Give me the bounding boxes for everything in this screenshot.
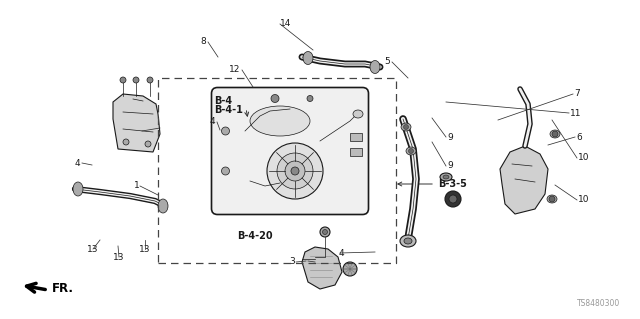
Circle shape xyxy=(221,127,230,135)
Text: 11: 11 xyxy=(570,108,582,117)
Ellipse shape xyxy=(440,173,452,181)
Circle shape xyxy=(552,131,558,137)
Polygon shape xyxy=(302,247,342,289)
Bar xyxy=(349,148,362,156)
Text: 1: 1 xyxy=(134,182,140,190)
Circle shape xyxy=(549,196,555,202)
Circle shape xyxy=(145,141,151,147)
Circle shape xyxy=(147,77,153,83)
Ellipse shape xyxy=(404,238,412,244)
Ellipse shape xyxy=(547,195,557,203)
Text: 10: 10 xyxy=(578,153,589,162)
Ellipse shape xyxy=(353,110,363,118)
Circle shape xyxy=(449,195,457,203)
Polygon shape xyxy=(113,94,160,152)
FancyBboxPatch shape xyxy=(211,87,369,214)
Text: B-4-1: B-4-1 xyxy=(214,105,243,115)
Text: 9: 9 xyxy=(447,132,452,142)
Text: 14: 14 xyxy=(280,19,291,28)
Circle shape xyxy=(403,124,408,130)
Text: 13: 13 xyxy=(140,244,151,254)
Circle shape xyxy=(271,94,279,102)
Text: 12: 12 xyxy=(228,65,240,75)
Text: B-3-5: B-3-5 xyxy=(438,179,467,189)
Circle shape xyxy=(267,143,323,199)
Circle shape xyxy=(221,167,230,175)
Text: 13: 13 xyxy=(87,244,99,254)
Text: 4: 4 xyxy=(209,117,215,127)
Circle shape xyxy=(320,227,330,237)
Ellipse shape xyxy=(400,235,416,247)
Ellipse shape xyxy=(401,123,411,131)
Ellipse shape xyxy=(158,199,168,213)
Text: 10: 10 xyxy=(578,196,589,204)
Text: 4: 4 xyxy=(74,159,80,167)
Ellipse shape xyxy=(550,130,560,138)
Circle shape xyxy=(123,139,129,145)
Circle shape xyxy=(307,95,313,101)
Circle shape xyxy=(285,161,305,181)
Text: FR.: FR. xyxy=(52,283,74,295)
Text: 6: 6 xyxy=(576,132,582,142)
Text: 3: 3 xyxy=(289,257,295,266)
Ellipse shape xyxy=(250,106,310,136)
Ellipse shape xyxy=(443,175,449,179)
Ellipse shape xyxy=(303,51,313,64)
Bar xyxy=(349,133,362,141)
Circle shape xyxy=(408,149,413,153)
Text: 4: 4 xyxy=(307,257,313,266)
Circle shape xyxy=(133,77,139,83)
Circle shape xyxy=(343,262,357,276)
Text: 2: 2 xyxy=(134,127,140,136)
Text: 9: 9 xyxy=(447,161,452,170)
Circle shape xyxy=(291,167,299,175)
Text: 8: 8 xyxy=(200,38,206,47)
Ellipse shape xyxy=(73,182,83,196)
Circle shape xyxy=(445,191,461,207)
Bar xyxy=(158,78,396,263)
Text: B-4: B-4 xyxy=(214,96,232,106)
Circle shape xyxy=(323,229,328,234)
Text: 4: 4 xyxy=(339,249,344,257)
Text: TS8480300: TS8480300 xyxy=(577,299,620,308)
Circle shape xyxy=(277,153,313,189)
Text: 7: 7 xyxy=(574,90,580,99)
Text: 13: 13 xyxy=(113,253,125,262)
Polygon shape xyxy=(500,146,548,214)
Text: B-4-20: B-4-20 xyxy=(237,231,273,241)
Ellipse shape xyxy=(370,61,380,73)
Ellipse shape xyxy=(406,147,416,155)
Circle shape xyxy=(120,77,126,83)
Text: 5: 5 xyxy=(384,57,390,66)
